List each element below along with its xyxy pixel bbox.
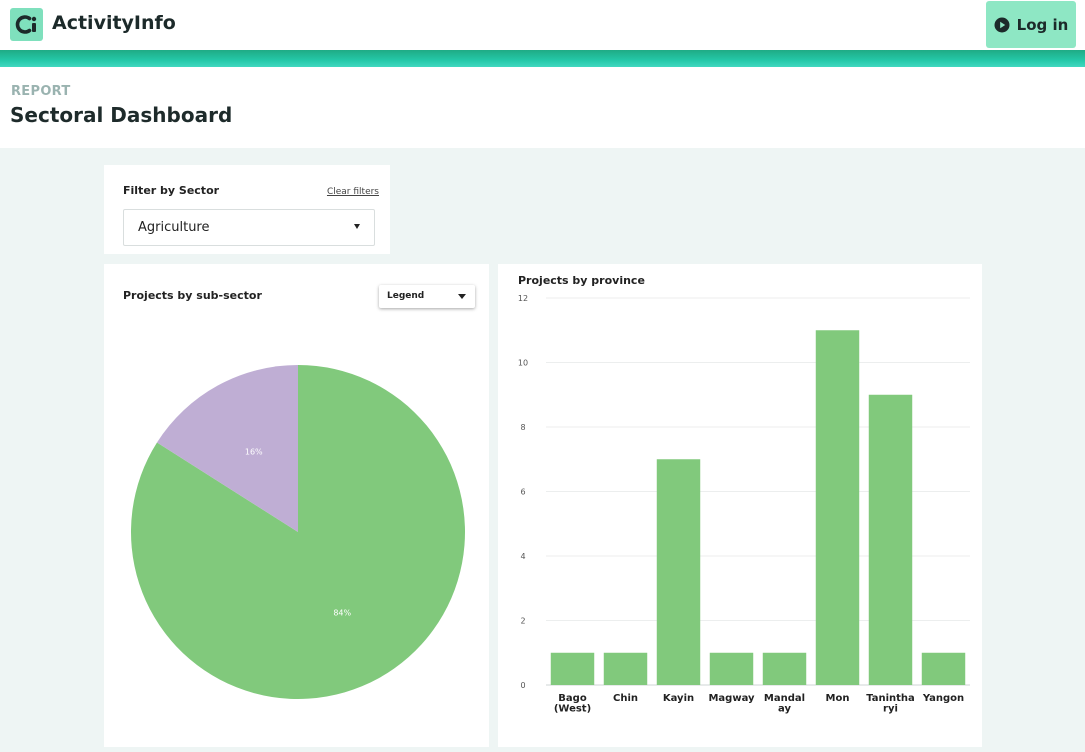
y-tick-label: 8 bbox=[520, 423, 525, 432]
accent-band bbox=[0, 50, 1085, 67]
bar[interactable] bbox=[762, 652, 807, 685]
bar[interactable] bbox=[550, 652, 595, 685]
x-tick-label: Mandal ay bbox=[764, 693, 805, 715]
page-header: REPORT Sectoral Dashboard bbox=[0, 67, 1085, 148]
pie-slice[interactable] bbox=[156, 365, 298, 532]
bar[interactable] bbox=[656, 459, 701, 685]
bar-chart: 0 2 4 6 8 10 12 Bago (West) Chin Kayin Magway Mandal… bbox=[518, 294, 970, 715]
activityinfo-logo-icon[interactable] bbox=[10, 8, 43, 41]
x-tick-label: Mon bbox=[826, 693, 850, 704]
bar[interactable] bbox=[868, 394, 913, 685]
x-tick-label: Yangon bbox=[922, 693, 964, 704]
pie-chart: 84% 16% bbox=[131, 365, 465, 699]
bar[interactable] bbox=[815, 330, 860, 685]
report-kind-label: REPORT bbox=[11, 84, 71, 99]
page-title: Sectoral Dashboard bbox=[10, 103, 233, 127]
pie-slice-label: 16% bbox=[245, 448, 263, 457]
y-tick-label: 6 bbox=[520, 488, 525, 497]
bar[interactable] bbox=[603, 652, 648, 685]
legend-dropdown[interactable]: Legend bbox=[379, 285, 475, 308]
top-bar: ActivityInfo Log in bbox=[0, 0, 1085, 50]
x-tick-label: Magway bbox=[708, 693, 755, 704]
pie-chart-title: Projects by sub-sector bbox=[123, 289, 262, 302]
sector-select[interactable]: Agriculture bbox=[123, 209, 375, 246]
y-tick-label: 4 bbox=[520, 552, 525, 561]
caret-down-icon bbox=[354, 224, 360, 229]
clear-filters-link[interactable]: Clear filters bbox=[326, 187, 379, 197]
bar-chart-card: 0 2 4 6 8 10 12 Bago (West) Chin Kayin Magway Mandal… bbox=[498, 264, 982, 747]
bar-chart-title: Projects by province bbox=[518, 274, 645, 287]
app-name[interactable]: ActivityInfo bbox=[52, 12, 176, 34]
pie-slice-label: 84% bbox=[333, 608, 351, 617]
caret-down-icon bbox=[458, 294, 466, 299]
legend-dropdown-label: Legend bbox=[387, 291, 425, 301]
bar[interactable] bbox=[709, 652, 754, 685]
x-tick-label: Chin bbox=[613, 693, 638, 704]
filter-title: Filter by Sector bbox=[123, 184, 220, 197]
sector-select-value: Agriculture bbox=[138, 220, 210, 235]
pie-chart-card: 84% 16% Projects by sub-sector Legend bbox=[104, 264, 489, 747]
y-tick-label: 12 bbox=[518, 294, 528, 303]
x-tick-label: Bago (West) bbox=[554, 693, 591, 715]
y-tick-label: 10 bbox=[518, 359, 528, 368]
y-tick-label: 0 bbox=[520, 681, 525, 690]
bar[interactable] bbox=[921, 652, 966, 685]
login-button[interactable]: Log in bbox=[986, 1, 1076, 48]
play-circle-icon bbox=[994, 17, 1010, 32]
x-tick-label: Kayin bbox=[663, 693, 694, 704]
x-tick-label: Tanintha ryi bbox=[866, 693, 915, 715]
filter-card: Filter by Sector Clear filters Agricultu… bbox=[104, 165, 390, 254]
login-button-label: Log in bbox=[1016, 15, 1069, 34]
y-tick-label: 2 bbox=[520, 617, 525, 626]
